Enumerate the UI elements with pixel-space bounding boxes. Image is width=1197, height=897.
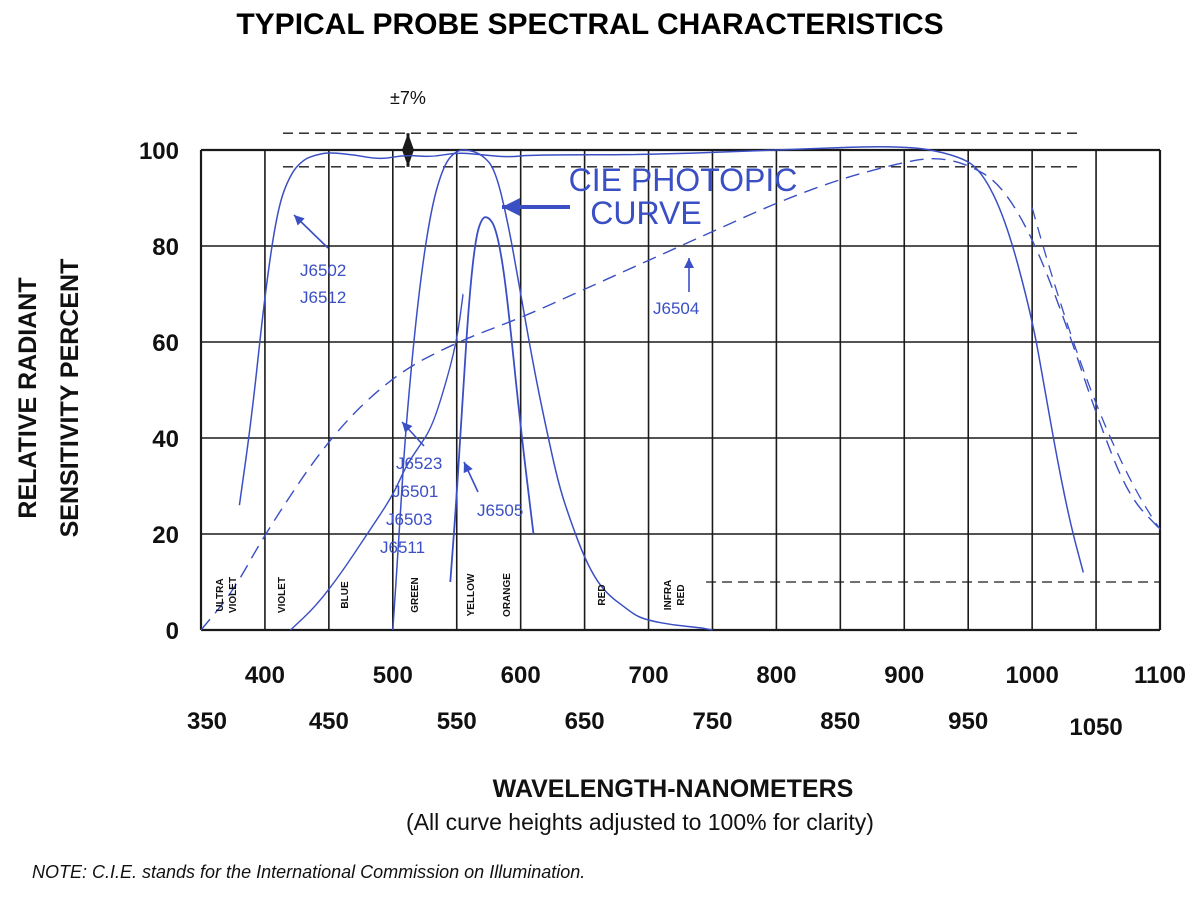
x-tick-600: 600 [501, 662, 541, 689]
label-j6505: J6505 [477, 501, 523, 520]
x-tick-1100: 1100 [1134, 662, 1186, 689]
grid [199, 148, 1162, 632]
band-label-1-0: VIOLET [277, 577, 288, 613]
x-tick-400: 400 [245, 662, 285, 689]
label-j6504: J6504 [653, 299, 699, 318]
x-tick-800: 800 [756, 662, 796, 689]
band-labels: ULTRA VIOLET VIOLET BLUE GREEN YELLOW ORANGE RE… [215, 573, 687, 617]
y-tick-0: 0 [166, 618, 179, 645]
y-tick-100: 100 [139, 138, 179, 165]
series-curve-1 [200, 157, 1161, 631]
x-tick-850: 850 [820, 708, 860, 735]
band-label-3-0: GREEN [410, 577, 421, 613]
x-axis-label: WAVELENGTH-NANOMETERS [493, 775, 854, 803]
label-j6502: J6502 [300, 261, 346, 280]
arrow-j6504-head [684, 258, 694, 268]
series-curve-2 [392, 149, 713, 631]
tolerance-arrow-down [402, 150, 414, 167]
reference-dashes [283, 132, 1160, 583]
series-curve-0 [238, 146, 1085, 573]
x-tick-550: 550 [437, 708, 477, 735]
y-tick-40: 40 [152, 426, 179, 453]
cie-label-line2: CURVE [590, 195, 701, 231]
x-tick-950: 950 [948, 708, 988, 735]
tolerance-label: ±7% [390, 88, 426, 108]
band-label-7-1: RED [676, 584, 687, 605]
arrow-j6523-head [402, 422, 413, 433]
annotation-arrows [293, 198, 694, 493]
cie-label-line1: CIE PHOTOPIC [569, 162, 798, 198]
y-tick-60: 60 [152, 330, 179, 357]
label-j6512: J6512 [300, 288, 346, 307]
band-label-0-1: VIOLET [228, 577, 239, 613]
arrow-j6505-head [463, 462, 473, 474]
label-j6503: J6503 [386, 510, 432, 529]
x-tick-350: 350 [187, 708, 227, 735]
band-label-6-0: RED [597, 584, 608, 605]
y-axis-label-line1: RELATIVE RADIANT [14, 277, 42, 518]
x-tick-900: 900 [884, 662, 924, 689]
y-tick-labels: 0 20 40 60 80 100 [139, 138, 179, 645]
series-curve-4 [290, 293, 464, 631]
band-label-0-0: ULTRA [215, 578, 226, 611]
x-tick-650: 650 [565, 708, 605, 735]
band-label-4-0: YELLOW [466, 573, 477, 616]
chart-title: TYPICAL PROBE SPECTRAL CHARACTERISTICS [236, 8, 943, 41]
band-label-5-0: ORANGE [502, 573, 513, 617]
arrow-j6502-head [294, 215, 305, 226]
label-j6501: J6501 [392, 482, 438, 501]
chart-note: NOTE: C.I.E. stands for the Internationa… [32, 862, 585, 882]
y-tick-20: 20 [152, 522, 179, 549]
chart-subtitle: (All curve heights adjusted to 100% for … [406, 809, 874, 835]
y-axis-label-line2: SENSITIVITY PERCENT [56, 259, 84, 538]
series-curve-3 [449, 216, 535, 583]
x-tick-1000: 1000 [1005, 662, 1058, 689]
x-tick-1050: 1050 [1069, 714, 1122, 741]
x-tick-labels: 400 500 600 700 800 900 1000 1100 350 450 550 650 75… [187, 662, 1186, 741]
y-tick-80: 80 [152, 234, 179, 261]
label-j6523: J6523 [396, 454, 442, 473]
band-label-7-0: INFRA [663, 580, 674, 611]
label-j6511: J6511 [380, 538, 425, 557]
tolerance-arrow-up [402, 133, 414, 150]
series-tail-dashed [1031, 207, 1161, 530]
x-tick-450: 450 [309, 708, 349, 735]
arrow-cie-head [502, 198, 520, 216]
band-label-2-0: BLUE [340, 581, 351, 609]
x-tick-700: 700 [629, 662, 669, 689]
x-tick-500: 500 [373, 662, 413, 689]
series-curves [200, 146, 1161, 631]
x-tick-750: 750 [692, 708, 732, 735]
